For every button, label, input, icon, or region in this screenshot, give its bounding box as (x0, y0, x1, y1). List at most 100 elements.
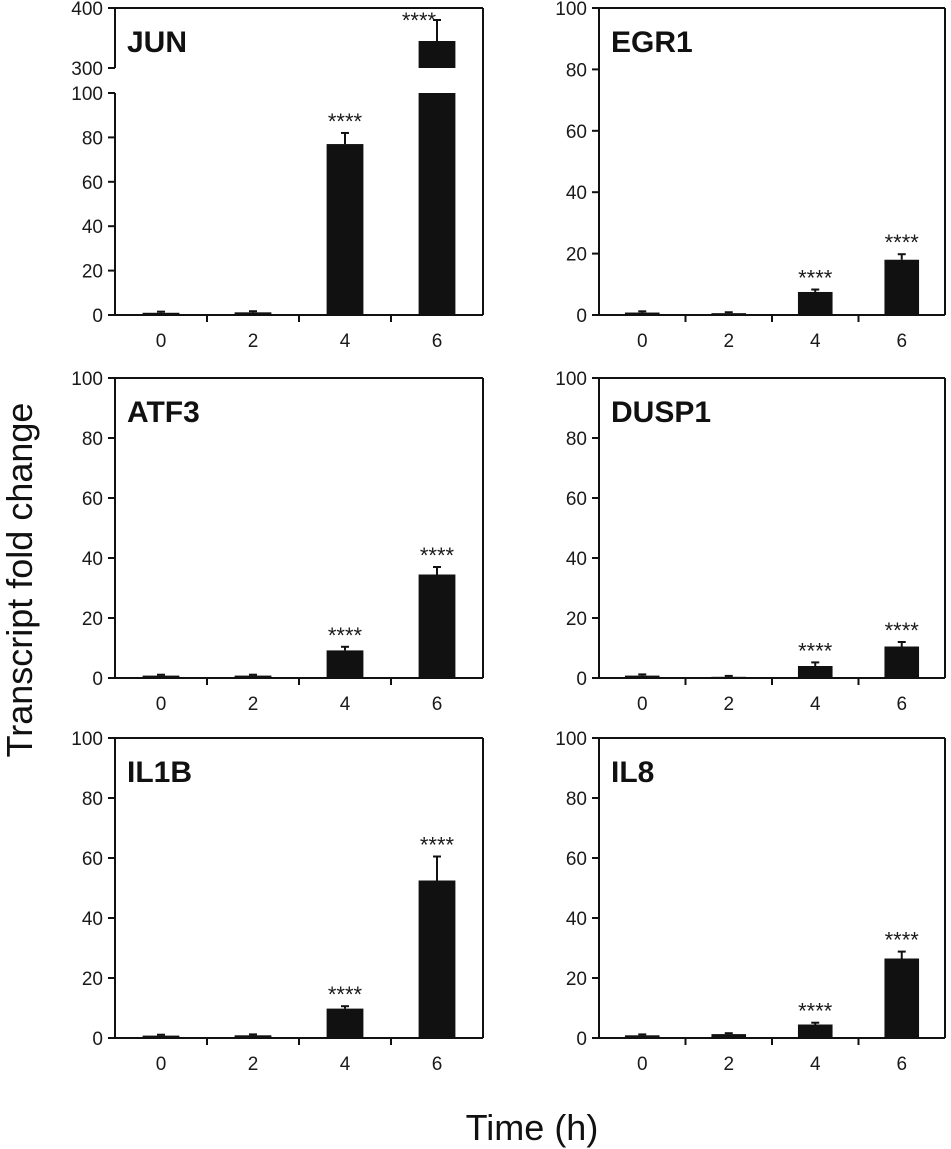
x-tick-label: 2 (723, 331, 734, 352)
chart-panel-jun: 0 20 40 60 80 100 300 400 0 2 **** 4 **** 6 JUN (71, 0, 484, 352)
y-tick-label: 0 (92, 669, 103, 690)
x-tick-label: 2 (248, 331, 259, 352)
y-tick-label: 0 (576, 669, 587, 690)
bar-egr1-0 (624, 312, 660, 315)
bar-il1b-4 (326, 1008, 364, 1038)
panel-title: IL1B (127, 756, 192, 789)
x-tick-label: 4 (810, 331, 821, 352)
y-tick-label: 100 (555, 369, 587, 390)
x-tick-label: 0 (637, 694, 648, 715)
y-tick-label: 80 (82, 128, 103, 149)
y-tick-label: 100 (71, 729, 103, 750)
y-tick-label: 100 (71, 84, 103, 105)
bar-egr1-6 (884, 259, 920, 315)
x-tick-label: 2 (723, 694, 734, 715)
bar-il1b-0 (142, 1035, 180, 1038)
y-tick-label: 100 (555, 729, 587, 750)
significance-label: **** (328, 623, 363, 648)
x-tick-label: 0 (156, 331, 167, 352)
y-tick-label: 0 (576, 306, 587, 327)
x-tick-label: 6 (432, 694, 443, 715)
chart-panel-egr1: 0 20 40 60 80 100 0 2 **** 4 **** 6 EGR1 (555, 0, 946, 352)
chart-panel-dusp1: 0 20 40 60 80 100 0 2 **** 4 **** 6 DUSP1 (555, 369, 946, 715)
x-axis-title: Time (h) (466, 1107, 599, 1148)
y-tick-label: 60 (82, 849, 103, 870)
x-tick-label: 2 (723, 1054, 734, 1075)
significance-label: **** (798, 999, 833, 1024)
chart-panel-il8: 0 20 40 60 80 100 0 2 **** 4 **** 6 IL8 (555, 729, 946, 1075)
significance-label: **** (420, 543, 455, 568)
bar-dusp1-6 (884, 646, 920, 678)
significance-label: **** (328, 109, 363, 134)
bar-egr1-2 (711, 313, 747, 315)
x-tick-label: 4 (810, 1054, 821, 1075)
bar-il1b-6 (418, 880, 456, 1038)
x-tick-label: 2 (248, 1054, 259, 1075)
significance-label: **** (885, 618, 920, 643)
x-tick-label: 6 (432, 1054, 443, 1075)
y-tick-label: 300 (71, 59, 103, 80)
y-tick-label: 0 (92, 306, 103, 327)
y-tick-label: 20 (82, 262, 103, 283)
bar-atf3-0 (142, 675, 180, 678)
panel-title: DUSP1 (611, 396, 711, 429)
x-tick-label: 0 (156, 694, 167, 715)
y-tick-label: 400 (71, 0, 103, 20)
bar-il8-6 (884, 958, 920, 1038)
y-tick-label: 80 (566, 789, 587, 810)
y-tick-label: 20 (82, 969, 103, 990)
x-tick-label: 4 (340, 331, 351, 352)
bar-dusp1-2 (711, 676, 747, 679)
x-tick-label: 6 (896, 694, 907, 715)
y-tick-label: 100 (71, 369, 103, 390)
bar-atf3-4 (326, 650, 364, 678)
y-tick-label: 80 (566, 429, 587, 450)
bar-jun-0 (142, 312, 180, 315)
panel-title: ATF3 (127, 396, 200, 429)
bar-jun-4 (326, 144, 364, 315)
bar-il8-0 (624, 1035, 660, 1038)
significance-label: **** (420, 833, 455, 858)
y-tick-label: 80 (82, 429, 103, 450)
y-tick-label: 80 (82, 789, 103, 810)
panel-title: EGR1 (611, 26, 693, 59)
y-tick-label: 40 (566, 549, 587, 570)
y-tick-label: 60 (566, 122, 587, 143)
x-tick-label: 4 (340, 694, 351, 715)
bar-il8-2 (711, 1034, 747, 1038)
significance-label: **** (402, 8, 437, 33)
y-tick-label: 60 (82, 489, 103, 510)
significance-label: **** (798, 266, 833, 291)
y-tick-label: 60 (82, 173, 103, 194)
panel-title: IL8 (611, 756, 654, 789)
x-tick-label: 2 (248, 694, 259, 715)
x-tick-label: 0 (156, 1054, 167, 1075)
bar-jun-6-lower (418, 93, 456, 315)
y-tick-label: 20 (566, 245, 587, 266)
x-tick-label: 6 (896, 331, 907, 352)
y-axis-title: Transcript fold change (0, 403, 40, 758)
chart-panel-atf3: 0 20 40 60 80 100 0 2 **** 4 **** 6 ATF3 (71, 369, 484, 715)
significance-label: **** (798, 638, 833, 663)
y-tick-label: 60 (566, 849, 587, 870)
bar-atf3-2 (234, 675, 272, 678)
bar-dusp1-0 (624, 675, 660, 678)
bar-dusp1-4 (797, 666, 833, 678)
x-tick-label: 0 (637, 331, 648, 352)
x-tick-label: 0 (637, 1054, 648, 1075)
significance-label: **** (885, 230, 920, 255)
bar-il8-4 (797, 1024, 833, 1038)
y-tick-label: 40 (82, 217, 103, 238)
y-tick-label: 20 (82, 609, 103, 630)
y-tick-label: 40 (566, 183, 587, 204)
significance-label: **** (328, 982, 363, 1007)
y-tick-label: 40 (566, 909, 587, 930)
x-tick-label: 6 (896, 1054, 907, 1075)
significance-label: **** (885, 928, 920, 953)
y-tick-label: 80 (566, 60, 587, 81)
y-tick-label: 40 (82, 909, 103, 930)
y-tick-label: 20 (566, 969, 587, 990)
y-tick-label: 100 (555, 0, 587, 20)
x-tick-label: 4 (810, 694, 821, 715)
